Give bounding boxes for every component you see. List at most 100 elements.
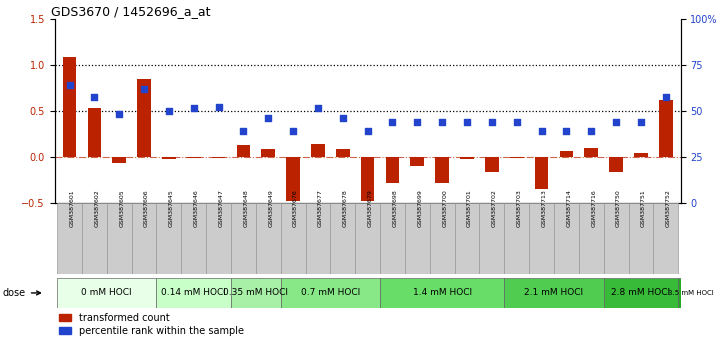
Bar	[535, 157, 548, 189]
Text: GSM387713: GSM387713	[542, 190, 547, 227]
Point	[237, 128, 249, 134]
Point	[561, 128, 572, 134]
Text: GSM387647: GSM387647	[218, 190, 223, 227]
Point	[188, 105, 199, 111]
FancyBboxPatch shape	[331, 203, 355, 274]
FancyBboxPatch shape	[430, 203, 454, 274]
Text: GSM387645: GSM387645	[169, 190, 174, 227]
Point	[387, 119, 398, 125]
Text: GSM387649: GSM387649	[268, 190, 273, 227]
FancyBboxPatch shape	[281, 278, 380, 308]
FancyBboxPatch shape	[505, 278, 604, 308]
FancyBboxPatch shape	[604, 203, 628, 274]
Text: 1.4 mM HOCl: 1.4 mM HOCl	[413, 289, 472, 297]
Point	[536, 128, 547, 134]
FancyBboxPatch shape	[454, 203, 480, 274]
Text: GSM387700: GSM387700	[442, 190, 447, 227]
Point	[337, 115, 349, 121]
Bar	[659, 100, 673, 157]
Point	[138, 86, 150, 92]
Bar	[286, 157, 300, 201]
Bar	[87, 108, 101, 157]
FancyBboxPatch shape	[579, 203, 604, 274]
Text: 2.1 mM HOCl: 2.1 mM HOCl	[524, 289, 584, 297]
FancyBboxPatch shape	[206, 203, 231, 274]
Bar	[560, 151, 573, 157]
Bar	[435, 157, 449, 183]
Text: GSM387676: GSM387676	[293, 190, 298, 227]
Bar	[634, 153, 648, 157]
Point	[585, 128, 597, 134]
FancyBboxPatch shape	[380, 278, 505, 308]
Text: GDS3670 / 1452696_a_at: GDS3670 / 1452696_a_at	[52, 5, 211, 18]
FancyBboxPatch shape	[480, 203, 505, 274]
FancyBboxPatch shape	[380, 203, 405, 274]
Text: GSM387703: GSM387703	[517, 190, 522, 227]
FancyBboxPatch shape	[628, 203, 653, 274]
FancyBboxPatch shape	[256, 203, 281, 274]
Text: GSM387701: GSM387701	[467, 190, 472, 227]
FancyBboxPatch shape	[529, 203, 554, 274]
FancyBboxPatch shape	[653, 203, 678, 274]
Point	[213, 104, 224, 110]
Point	[511, 119, 523, 125]
Bar	[187, 157, 200, 158]
FancyBboxPatch shape	[306, 203, 331, 274]
Legend: transformed count, percentile rank within the sample: transformed count, percentile rank withi…	[60, 313, 244, 336]
Point	[635, 119, 646, 125]
Bar	[212, 157, 226, 158]
Bar	[237, 145, 250, 157]
Text: 0 mM HOCl: 0 mM HOCl	[82, 289, 132, 297]
FancyBboxPatch shape	[107, 203, 132, 274]
FancyBboxPatch shape	[231, 278, 281, 308]
Bar	[460, 157, 474, 159]
Text: GSM387648: GSM387648	[243, 190, 248, 227]
Text: GSM387716: GSM387716	[591, 190, 596, 227]
Point	[660, 94, 672, 100]
Text: GSM387750: GSM387750	[616, 190, 621, 227]
Bar	[261, 149, 275, 157]
Bar	[386, 157, 400, 183]
Bar	[112, 157, 126, 163]
Text: dose: dose	[3, 288, 41, 298]
Point	[362, 128, 373, 134]
Text: GSM387752: GSM387752	[666, 190, 670, 227]
Text: GSM387699: GSM387699	[417, 190, 422, 227]
FancyBboxPatch shape	[505, 203, 529, 274]
Bar	[311, 144, 325, 157]
FancyBboxPatch shape	[57, 203, 82, 274]
FancyBboxPatch shape	[554, 203, 579, 274]
FancyBboxPatch shape	[281, 203, 306, 274]
FancyBboxPatch shape	[82, 203, 107, 274]
Text: GSM387677: GSM387677	[318, 190, 323, 227]
Point	[262, 115, 274, 121]
FancyBboxPatch shape	[604, 278, 678, 308]
Point	[114, 112, 125, 117]
Text: GSM387602: GSM387602	[95, 190, 99, 227]
Bar	[485, 157, 499, 172]
Text: GSM387601: GSM387601	[69, 190, 74, 227]
Bar	[411, 157, 424, 166]
Text: GSM387605: GSM387605	[119, 190, 124, 227]
Text: 0.14 mM HOCl: 0.14 mM HOCl	[162, 289, 226, 297]
Text: 0.7 mM HOCl: 0.7 mM HOCl	[301, 289, 360, 297]
FancyBboxPatch shape	[355, 203, 380, 274]
Text: GSM387698: GSM387698	[392, 190, 397, 227]
Text: GSM387679: GSM387679	[368, 190, 373, 227]
Text: 2.8 mM HOCl: 2.8 mM HOCl	[612, 289, 670, 297]
Text: 0.35 mM HOCl: 0.35 mM HOCl	[223, 289, 288, 297]
Point	[312, 105, 324, 111]
FancyBboxPatch shape	[405, 203, 430, 274]
Bar	[609, 157, 623, 172]
Text: GSM387646: GSM387646	[194, 190, 199, 227]
FancyBboxPatch shape	[132, 203, 157, 274]
Bar	[162, 157, 175, 159]
Bar	[336, 149, 349, 157]
Bar	[361, 157, 374, 201]
Point	[89, 94, 100, 100]
Point	[163, 108, 175, 114]
Text: GSM387702: GSM387702	[492, 190, 497, 227]
Bar	[585, 148, 598, 157]
FancyBboxPatch shape	[231, 203, 256, 274]
FancyBboxPatch shape	[678, 278, 703, 308]
